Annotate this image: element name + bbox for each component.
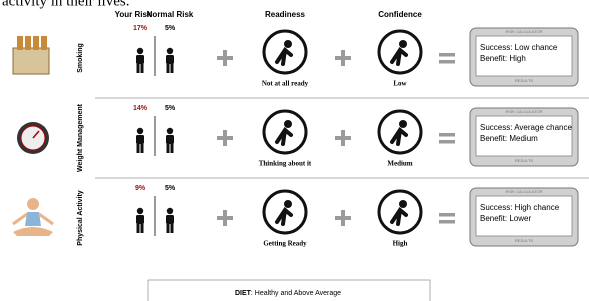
footer-label: DIET bbox=[235, 290, 252, 297]
icon-figure-head bbox=[399, 40, 407, 48]
header: Confidence bbox=[378, 10, 422, 19]
your-risk: 9% bbox=[135, 185, 146, 192]
person-body bbox=[136, 135, 144, 144]
cigarette bbox=[25, 36, 31, 50]
normal-risk: 5% bbox=[165, 105, 176, 112]
equals-sign bbox=[439, 140, 455, 144]
calculator-success: Success: High chance bbox=[480, 203, 560, 212]
person-icon bbox=[136, 48, 144, 73]
plus-sign bbox=[341, 210, 345, 226]
person-body bbox=[166, 135, 174, 144]
plus-sign bbox=[223, 210, 227, 226]
person-head bbox=[167, 208, 173, 214]
person-leg bbox=[141, 224, 144, 233]
icon-figure-head bbox=[284, 120, 292, 128]
calculator-footer: RESULTS bbox=[515, 158, 533, 163]
icon-figure-head bbox=[284, 40, 292, 48]
person-head bbox=[137, 128, 143, 134]
normal-risk: 5% bbox=[165, 185, 176, 192]
icon-figure-head bbox=[284, 200, 292, 208]
calculator-success: Success: Low chance bbox=[480, 43, 558, 52]
intro-text: activity in their lives. bbox=[2, 0, 129, 9]
cigarette bbox=[33, 36, 39, 50]
header: Readiness bbox=[265, 10, 306, 19]
person-body bbox=[136, 55, 144, 64]
person-leg bbox=[167, 64, 170, 73]
equals-sign bbox=[439, 213, 455, 217]
person-body bbox=[166, 215, 174, 224]
normal-risk: 5% bbox=[165, 25, 176, 32]
equals-sign bbox=[439, 133, 455, 137]
plus-sign bbox=[223, 50, 227, 66]
calculator-benefit: Benefit: Medium bbox=[480, 134, 538, 143]
footer-text: DIET: Healthy and Above Average bbox=[235, 290, 341, 297]
icon-figure-head bbox=[399, 120, 407, 128]
equals-sign bbox=[439, 53, 455, 57]
your-risk: 14% bbox=[133, 105, 148, 112]
plus-sign bbox=[341, 130, 345, 146]
confidence-label: High bbox=[393, 240, 408, 248]
person-icon bbox=[166, 128, 174, 153]
person-body bbox=[136, 215, 144, 224]
row-label: Weight Management bbox=[77, 103, 84, 172]
person-icon bbox=[136, 128, 144, 153]
row-label: Physical Activity bbox=[77, 190, 84, 245]
calculator-title: RISK CALCULATOR bbox=[506, 29, 543, 34]
person-leg bbox=[171, 224, 174, 233]
person-leg bbox=[171, 144, 174, 153]
cigarette bbox=[17, 36, 23, 50]
person-head bbox=[137, 208, 143, 214]
person-icon bbox=[166, 208, 174, 233]
cigarette-pack bbox=[13, 48, 49, 74]
icon-figure-head bbox=[399, 200, 407, 208]
header: Normal Risk bbox=[147, 10, 194, 19]
confidence-label: Low bbox=[393, 80, 407, 88]
yoga-legs bbox=[13, 227, 53, 236]
person-leg bbox=[137, 64, 140, 73]
calculator-benefit: Benefit: Lower bbox=[480, 214, 531, 223]
person-leg bbox=[171, 64, 174, 73]
person-icon bbox=[136, 208, 144, 233]
readiness-label: Not at all ready bbox=[262, 80, 309, 88]
figure: activity in their lives. Your Risk Norma… bbox=[0, 0, 589, 301]
person-body bbox=[166, 55, 174, 64]
person-head bbox=[167, 48, 173, 54]
person-icon bbox=[166, 48, 174, 73]
person-leg bbox=[141, 144, 144, 153]
footer-value: : Healthy and Above Average bbox=[251, 290, 341, 297]
yoga-head bbox=[27, 198, 39, 210]
person-head bbox=[167, 128, 173, 134]
readiness-label: Getting Ready bbox=[263, 240, 307, 248]
row-label: Smoking bbox=[77, 43, 84, 73]
person-leg bbox=[141, 64, 144, 73]
equals-sign bbox=[439, 220, 455, 224]
your-risk: 17% bbox=[133, 25, 148, 32]
calculator-footer: RESULTS bbox=[515, 78, 533, 83]
person-leg bbox=[167, 224, 170, 233]
plus-sign bbox=[341, 50, 345, 66]
cigarette bbox=[41, 36, 47, 50]
calculator-success: Success: Average chance bbox=[480, 123, 572, 132]
yoga-body bbox=[25, 212, 41, 226]
person-leg bbox=[167, 144, 170, 153]
equals-sign bbox=[439, 60, 455, 64]
readiness-label: Thinking about it bbox=[259, 160, 312, 168]
calculator-footer: RESULTS bbox=[515, 238, 533, 243]
confidence-label: Medium bbox=[387, 160, 412, 168]
person-leg bbox=[137, 144, 140, 153]
person-head bbox=[137, 48, 143, 54]
plus-sign bbox=[223, 130, 227, 146]
person-leg bbox=[137, 224, 140, 233]
calculator-title: RISK CALCULATOR bbox=[506, 189, 543, 194]
calculator-benefit: Benefit: High bbox=[480, 54, 526, 63]
calculator-title: RISK CALCULATOR bbox=[506, 109, 543, 114]
